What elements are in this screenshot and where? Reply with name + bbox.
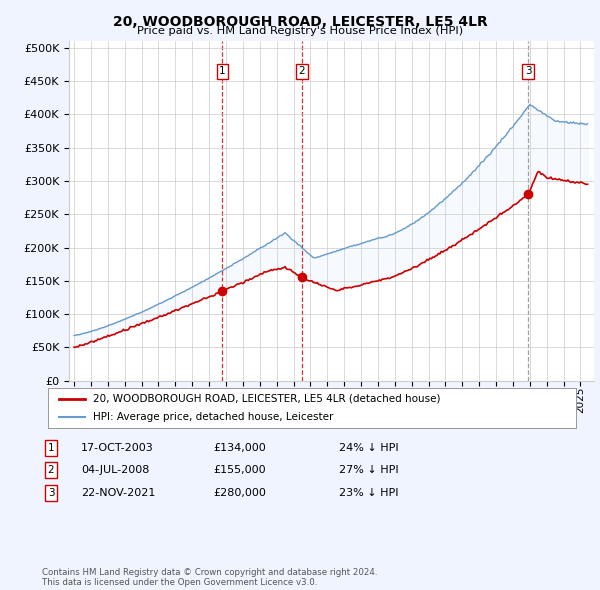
Text: 1: 1 (47, 443, 55, 453)
Text: £134,000: £134,000 (213, 443, 266, 453)
Text: 2: 2 (299, 66, 305, 76)
Text: £280,000: £280,000 (213, 488, 266, 497)
Text: 3: 3 (525, 66, 532, 76)
Text: 27% ↓ HPI: 27% ↓ HPI (339, 466, 398, 475)
Text: 04-JUL-2008: 04-JUL-2008 (81, 466, 149, 475)
Text: 1: 1 (219, 66, 226, 76)
Text: 17-OCT-2003: 17-OCT-2003 (81, 443, 154, 453)
Text: 24% ↓ HPI: 24% ↓ HPI (339, 443, 398, 453)
Text: Contains HM Land Registry data © Crown copyright and database right 2024.
This d: Contains HM Land Registry data © Crown c… (42, 568, 377, 587)
Text: 2: 2 (47, 466, 55, 475)
Text: 3: 3 (47, 488, 55, 497)
Text: 22-NOV-2021: 22-NOV-2021 (81, 488, 155, 497)
Text: HPI: Average price, detached house, Leicester: HPI: Average price, detached house, Leic… (93, 411, 333, 421)
Text: £155,000: £155,000 (213, 466, 266, 475)
Text: 20, WOODBOROUGH ROAD, LEICESTER, LE5 4LR (detached house): 20, WOODBOROUGH ROAD, LEICESTER, LE5 4LR… (93, 394, 440, 404)
Text: Price paid vs. HM Land Registry's House Price Index (HPI): Price paid vs. HM Land Registry's House … (137, 26, 463, 36)
Text: 23% ↓ HPI: 23% ↓ HPI (339, 488, 398, 497)
Text: 20, WOODBOROUGH ROAD, LEICESTER, LE5 4LR: 20, WOODBOROUGH ROAD, LEICESTER, LE5 4LR (113, 15, 487, 29)
